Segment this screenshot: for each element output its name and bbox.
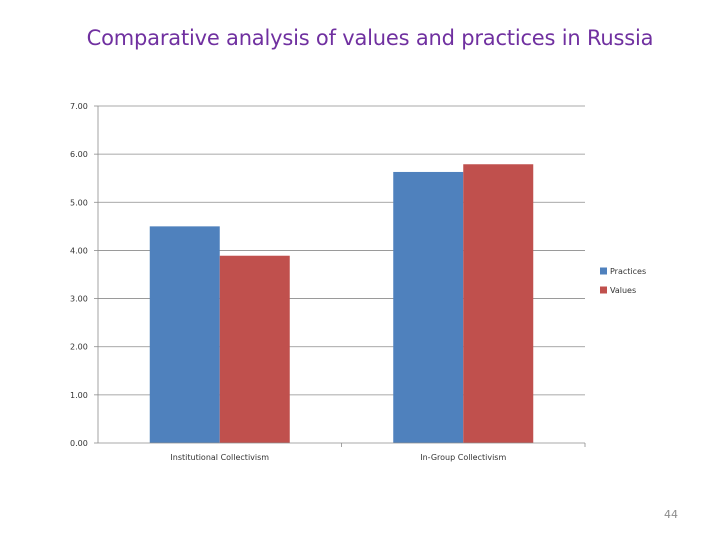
bar-values-2	[463, 164, 534, 443]
y-tick-label: 1.00	[70, 391, 88, 400]
y-tick-label: 5.00	[70, 198, 88, 207]
legend-label-practices: Practices	[610, 267, 646, 276]
y-tick-label: 6.00	[70, 150, 88, 159]
y-tick-label: 4.00	[70, 246, 88, 255]
y-tick-label: 7.00	[70, 102, 88, 111]
bars	[149, 164, 534, 443]
legend-label-values: Values	[610, 286, 636, 295]
bar-values-1	[219, 255, 290, 443]
tick-labels: 0.00 1.00 2.00 3.00 4.00 5.00 6.00 7.00 Institut…	[70, 102, 506, 462]
legend-swatch-practices	[600, 267, 607, 275]
legend: Practices Values	[600, 267, 646, 295]
bar-practices-2	[393, 171, 464, 443]
page-number: 44	[664, 508, 678, 521]
x-tick-label: Institutional Collectivism	[170, 453, 269, 462]
slide-title: Comparative analysis of values and pract…	[86, 26, 654, 50]
legend-swatch-values	[600, 286, 607, 294]
y-tick-label: 3.00	[70, 295, 88, 304]
axes	[94, 105, 586, 447]
y-tick-label: 2.00	[70, 343, 88, 352]
bar-practices-1	[149, 226, 220, 443]
y-tick-label: 0.00	[70, 439, 88, 448]
x-tick-label: In-Group Collectivism	[420, 453, 506, 462]
